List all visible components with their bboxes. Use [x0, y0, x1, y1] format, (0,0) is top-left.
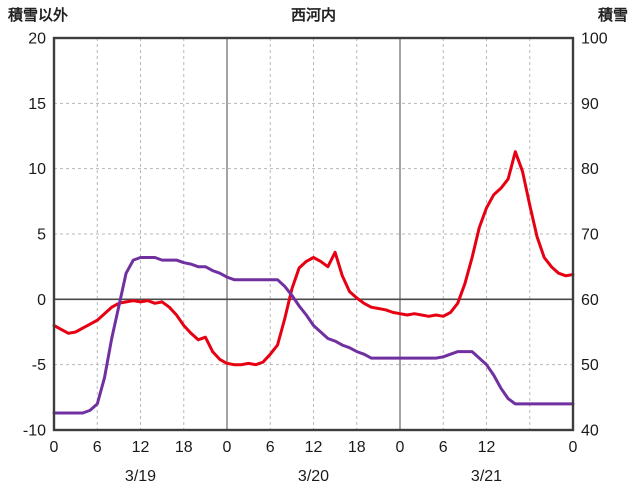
x-axis-tick-label: 0	[50, 439, 59, 456]
x-axis-tick-label: 0	[223, 439, 232, 456]
plot-border	[52, 36, 575, 432]
x-axis-tick-label: 0	[396, 439, 405, 456]
left-axis-tick-label: 0	[37, 292, 46, 309]
x-axis-tick-label: 18	[348, 439, 366, 456]
x-axis-tick-label: 6	[93, 439, 102, 456]
left-axis-tick-label: 10	[28, 161, 46, 178]
right-axis-title: 積雪	[597, 7, 628, 24]
right-axis-tick-label: 40	[581, 423, 599, 440]
date-label: 3/19	[125, 468, 156, 485]
left-axis-tick-label: 5	[37, 227, 46, 244]
purple-series-line	[52, 256, 575, 415]
x-axis-tick-label: 18	[175, 439, 193, 456]
left-axis-tick-label: -10	[23, 423, 46, 440]
left-axis-tick-label: 20	[28, 31, 46, 48]
right-axis-tick-label: 90	[581, 96, 599, 113]
right-axis-tick-label: 70	[581, 227, 599, 244]
date-label: 3/20	[298, 468, 329, 485]
left-axis-tick-label: 15	[28, 96, 46, 113]
date-label: 3/21	[471, 468, 502, 485]
left-axis-title: 積雪以外	[8, 7, 69, 24]
right-axis-tick-label: 50	[581, 357, 599, 374]
right-axis-tick-label: 60	[581, 292, 599, 309]
x-axis-tick-label: 6	[266, 439, 275, 456]
left-axis-tick-label: -5	[32, 357, 46, 374]
right-axis-tick-label: 100	[581, 31, 608, 48]
red-series-line	[52, 150, 575, 367]
x-axis-tick-label: 6	[439, 439, 448, 456]
right-axis-tick-label: 80	[581, 161, 599, 178]
x-axis-tick-label: 0	[569, 439, 578, 456]
x-axis-tick-label: 12	[478, 439, 496, 456]
chart-title: 西河内	[290, 7, 336, 24]
x-axis-tick-label: 12	[305, 439, 323, 456]
x-axis-tick-label: 12	[132, 439, 150, 456]
